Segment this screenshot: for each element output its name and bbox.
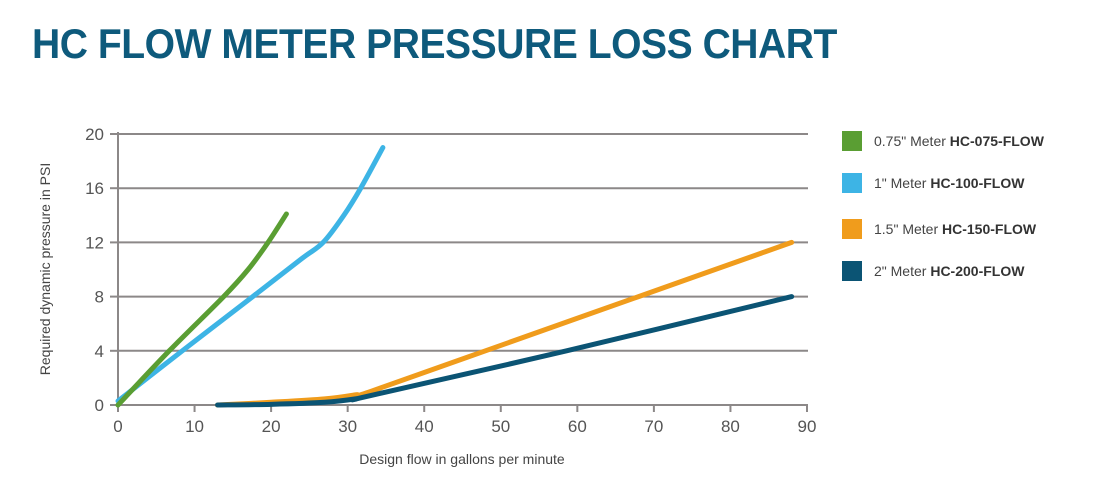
tick-labels: 0 4 8 12 16 20 0 10 20 30 40 50 60 70 80 90 bbox=[85, 125, 816, 436]
legend-swatch bbox=[842, 173, 862, 193]
x-tick-label: 40 bbox=[415, 417, 434, 436]
y-tick-label: 16 bbox=[85, 179, 104, 198]
chart-title: HC FLOW METER PRESSURE LOSS CHART bbox=[32, 20, 837, 67]
series-line-hc-200-flow bbox=[215, 294, 795, 408]
gridlines bbox=[118, 133, 808, 406]
x-tick-label: 70 bbox=[644, 417, 663, 436]
legend-model-code: HC-075-FLOW bbox=[949, 133, 1044, 149]
x-tick-label: 0 bbox=[113, 417, 122, 436]
legend-item-075: 0.75" Meter HC-075-FLOW bbox=[842, 130, 1044, 152]
x-tick-label: 60 bbox=[568, 417, 587, 436]
series-line-hc-075-flow bbox=[115, 211, 289, 408]
legend-item-100: 1" Meter HC-100-FLOW bbox=[842, 172, 1044, 194]
legend-meter-size: 2" Meter bbox=[874, 263, 927, 279]
x-axis-label: Design flow in gallons per minute bbox=[359, 451, 565, 467]
legend-item-150: 1.5" Meter HC-150-FLOW bbox=[842, 218, 1044, 240]
legend-swatch bbox=[842, 131, 862, 151]
legend-meter-size: 0.75" Meter bbox=[874, 133, 946, 149]
x-tick-label: 50 bbox=[491, 417, 510, 436]
x-tick-label: 90 bbox=[798, 417, 817, 436]
legend-meter-size: 1.5" Meter bbox=[874, 221, 939, 237]
series-line-hc-150-flow bbox=[215, 239, 795, 408]
y-tick-label: 20 bbox=[85, 125, 104, 144]
x-tick-label: 30 bbox=[338, 417, 357, 436]
y-tick-label: 4 bbox=[95, 342, 104, 361]
legend-model-code: HC-200-FLOW bbox=[930, 263, 1025, 279]
legend: 0.75" Meter HC-075-FLOW 1" Meter HC-100-… bbox=[842, 130, 1044, 302]
x-tick-label: 20 bbox=[262, 417, 281, 436]
legend-swatch bbox=[842, 261, 862, 281]
legend-model-code: HC-100-FLOW bbox=[930, 175, 1025, 191]
x-tick-label: 80 bbox=[721, 417, 740, 436]
series-line-hc-100-flow bbox=[115, 145, 386, 404]
legend-item-200: 2" Meter HC-200-FLOW bbox=[842, 260, 1044, 282]
y-axis-label: Required dynamic pressure in PSI bbox=[37, 163, 53, 375]
legend-swatch bbox=[842, 219, 862, 239]
axes bbox=[110, 132, 808, 412]
x-tick-label: 10 bbox=[185, 417, 204, 436]
y-tick-label: 8 bbox=[95, 288, 104, 307]
y-tick-label: 0 bbox=[95, 396, 104, 415]
legend-model-code: HC-150-FLOW bbox=[942, 221, 1037, 237]
y-tick-label: 12 bbox=[85, 233, 104, 252]
legend-meter-size: 1" Meter bbox=[874, 175, 927, 191]
series-lines bbox=[115, 145, 795, 408]
